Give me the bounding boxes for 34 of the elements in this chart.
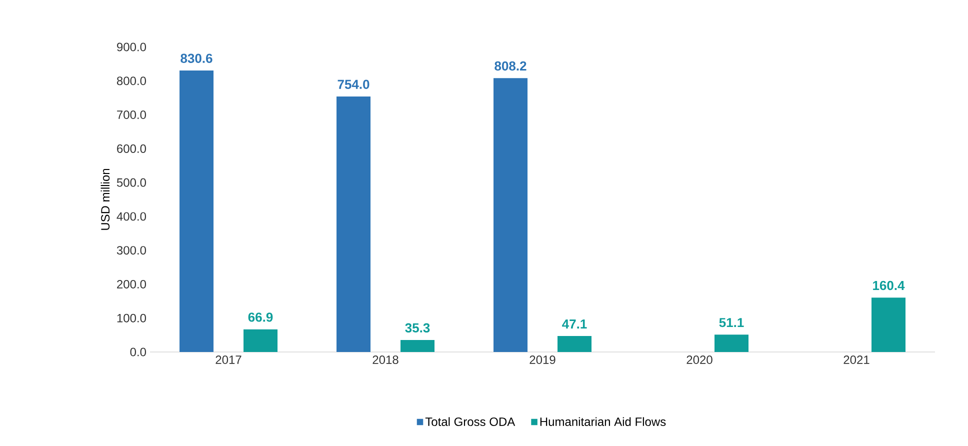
x-tick-label: 2020 — [686, 356, 712, 364]
data-label: 808.2 — [494, 61, 526, 71]
y-tick-label: 100.0 — [117, 314, 146, 322]
data-label: 830.6 — [180, 54, 212, 63]
bar — [180, 70, 214, 352]
x-tick-label: 2021 — [844, 356, 870, 364]
bar — [558, 336, 592, 352]
legend-label: Total Gross ODA — [425, 417, 516, 426]
y-tick-label: 200.0 — [117, 280, 146, 288]
bar — [400, 340, 435, 352]
x-tick-label: 2019 — [530, 356, 556, 364]
y-tick-label: 0.0 — [130, 348, 146, 356]
y-tick-label: 900.0 — [117, 42, 146, 52]
x-tick-label: 2018 — [372, 356, 398, 364]
legend-label: Humanitarian Aid Flows — [540, 417, 666, 426]
bar — [714, 334, 748, 352]
y-tick-label: 300.0 — [116, 246, 146, 255]
y-tick-label: 600.0 — [117, 144, 146, 153]
data-label: 66.9 — [248, 312, 273, 322]
y-tick-label: 500.0 — [116, 178, 146, 187]
x-tick-label: 2017 — [216, 356, 242, 364]
y-tick-label: 800.0 — [116, 76, 146, 86]
data-label: 47.1 — [562, 320, 587, 328]
data-label: 754.0 — [338, 80, 370, 89]
data-label: 51.1 — [719, 318, 744, 328]
data-label: 35.3 — [405, 323, 430, 332]
bar — [871, 298, 906, 352]
y-tick-label: 400.0 — [116, 212, 146, 221]
bar — [494, 78, 528, 352]
bar — [336, 96, 371, 352]
bar — [244, 329, 278, 352]
data-label: 160.4 — [873, 280, 905, 290]
y-tick-label: 700.0 — [117, 110, 146, 120]
y-axis-title: USD million — [100, 168, 110, 230]
